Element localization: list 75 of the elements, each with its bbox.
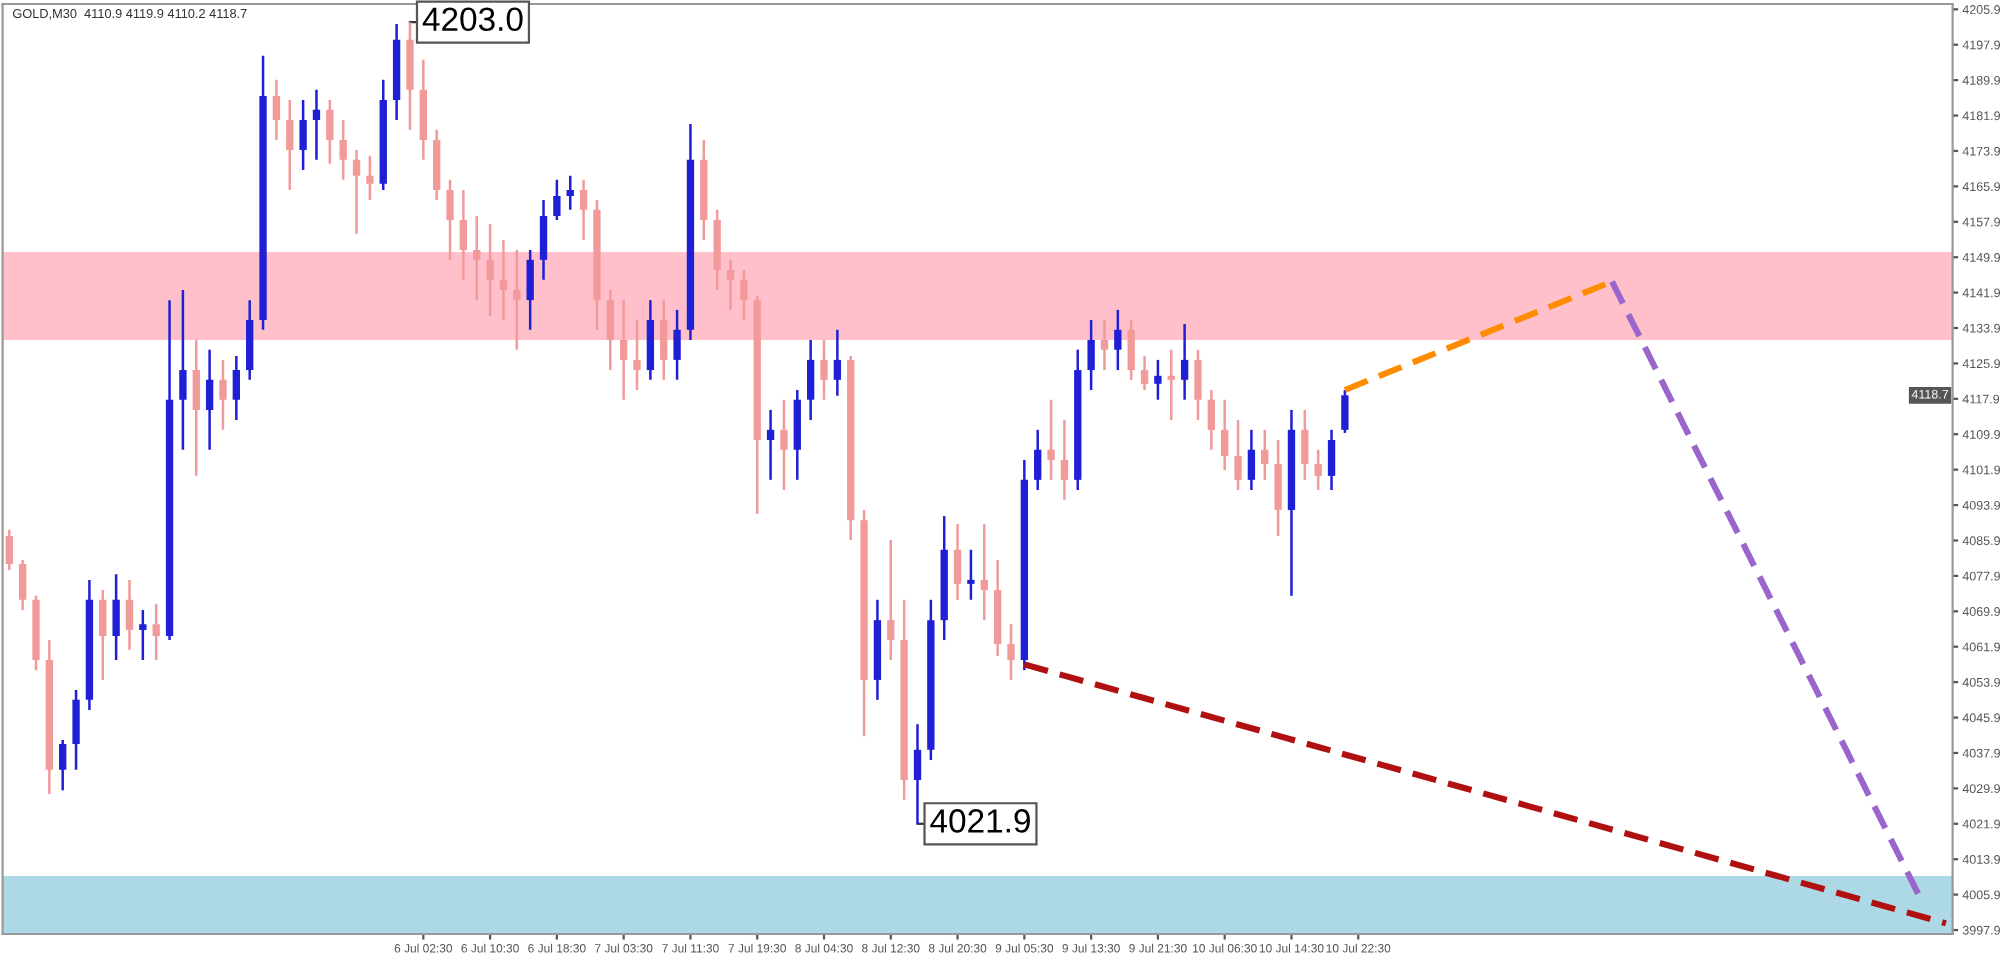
candlestick [1060,418,1069,502]
candlestick [99,588,107,682]
candlestick [660,298,668,382]
candlestick [299,98,307,172]
candlestick [513,248,521,351]
candlestick [1314,448,1322,492]
candlestick [673,308,681,382]
candlestick [232,354,241,422]
candlestick [633,318,641,392]
candlestick [820,338,828,401]
candlestick [566,174,574,212]
candlestick [1261,428,1269,482]
candlestick [486,222,494,318]
candlestick [72,688,80,772]
candlestick [366,154,374,202]
candlestick [125,578,134,652]
candlestick [205,348,214,451]
candlestick [1194,348,1202,422]
candlestick [179,288,187,451]
candlestick [780,398,788,492]
candlestick [459,188,468,282]
candlestick [833,328,842,397]
candlestick [1301,408,1309,482]
annotation: 4203.0 [422,7,523,32]
candlestick [1247,428,1256,492]
candlestick [553,178,561,222]
candlestick [606,288,614,372]
candlestick [326,98,334,166]
candlestick [806,338,815,422]
candlestick [953,522,962,602]
candlestick [1207,388,1216,451]
candlestick [579,178,588,242]
candlestick [339,118,347,181]
candlestick [1154,358,1162,401]
candlestick [5,528,13,572]
candlestick [740,268,748,322]
candlestick [1341,388,1349,435]
candlestick [286,98,294,192]
candlestick [1221,398,1229,472]
candlestick [619,298,628,401]
candlestick [446,178,454,262]
candlestick [1234,418,1242,492]
candlestick [913,722,922,826]
candlestick [219,358,227,432]
candlestick [272,78,281,142]
annotation: 4021.9 [930,809,1030,833]
candlestick [112,572,120,662]
candlestick [352,148,361,235]
candlestick [766,408,775,482]
candlestick [192,338,200,478]
candlestick [312,88,321,162]
candlestick [887,538,895,662]
candlestick [1327,428,1336,492]
candlestick [1100,318,1109,372]
candlestick [1034,428,1042,492]
candlestick [1047,398,1055,482]
candlestick [1007,622,1015,682]
candlestick [967,548,975,602]
candlestick [526,248,534,332]
candlestick [1274,438,1282,538]
candlestick [473,214,481,302]
candlestick [539,198,548,282]
candlestick [980,522,988,622]
candlestick [1087,318,1095,392]
candlestick [1140,354,1149,392]
candlestick [1167,348,1175,422]
candlestick [139,608,147,662]
candlestick [1180,322,1189,401]
candlestick [152,602,160,662]
candlestick [1127,318,1135,382]
candlestick [1114,308,1122,372]
candlestick [18,558,27,612]
candlestick [499,238,508,322]
candlestick [726,258,735,312]
candlestick [59,738,67,792]
